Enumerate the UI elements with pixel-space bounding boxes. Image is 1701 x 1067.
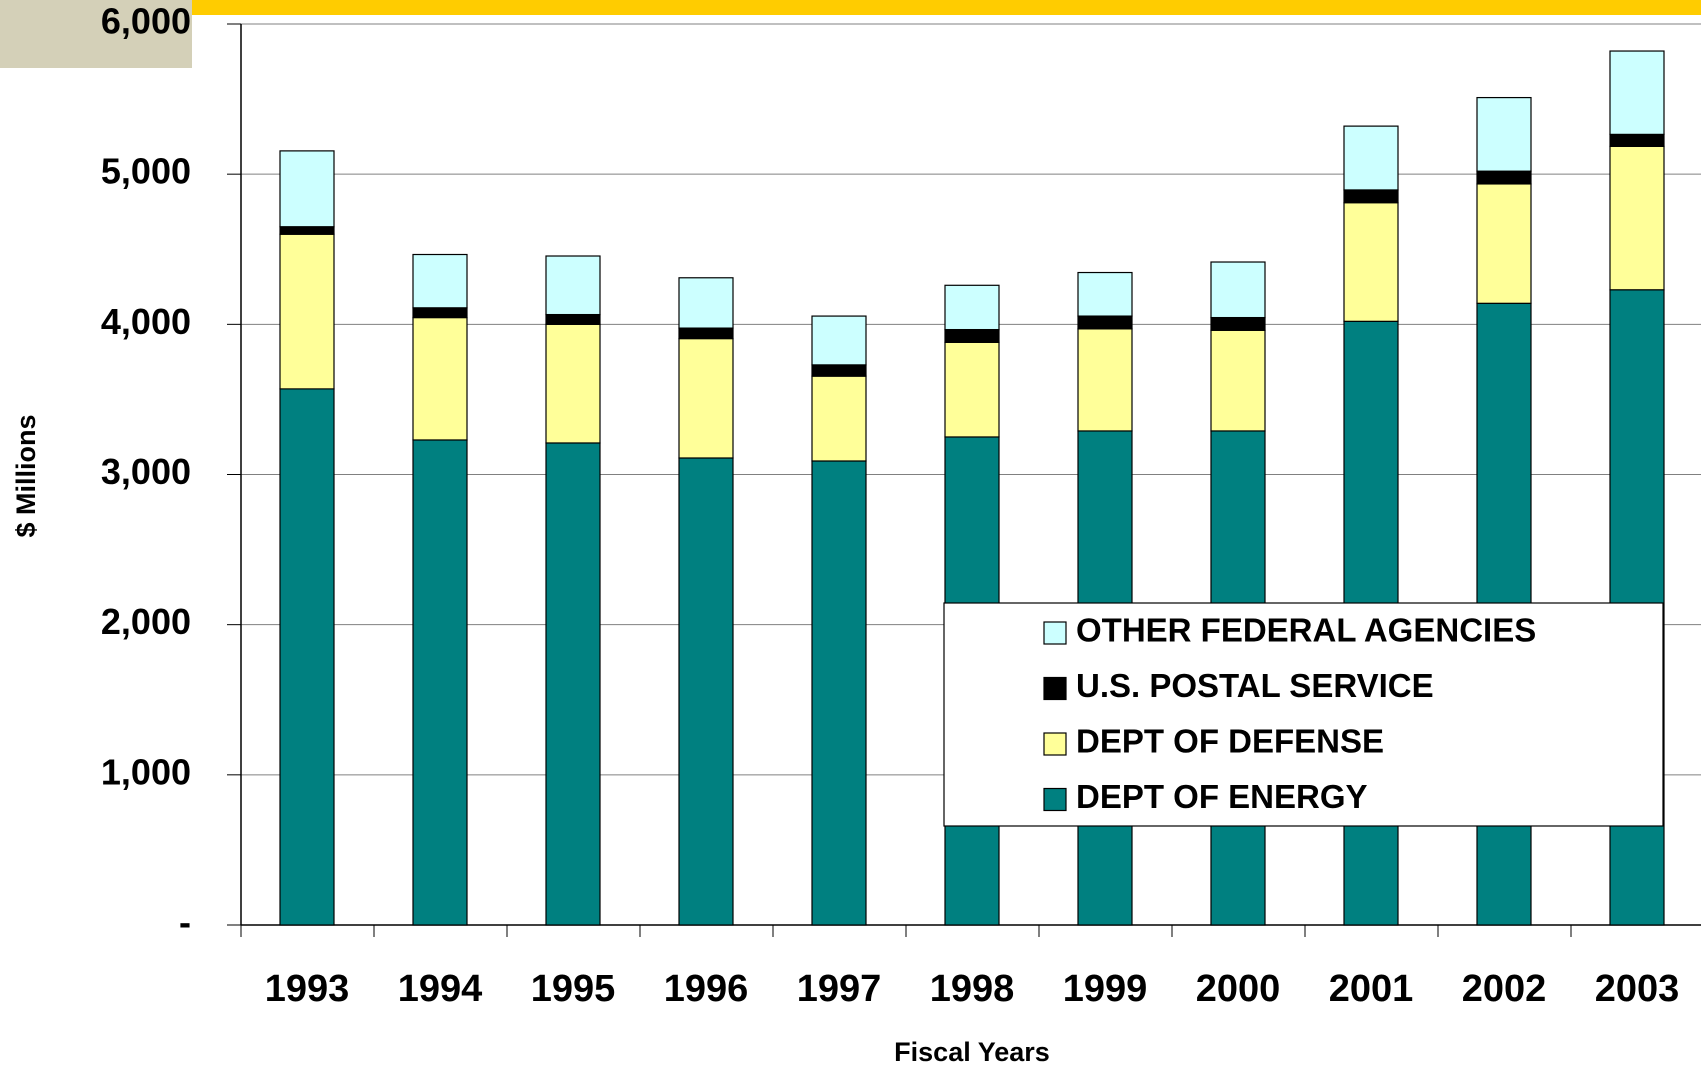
y-tick-label: 4,000 bbox=[101, 301, 191, 342]
x-tick-label: 1999 bbox=[1063, 968, 1148, 1010]
bar-segment bbox=[1077, 271, 1133, 317]
bar-segment bbox=[678, 337, 734, 459]
legend-label: DEPT OF ENERGY bbox=[1076, 778, 1368, 815]
x-tick-label: 2000 bbox=[1196, 968, 1281, 1010]
y-tick-label: 6,000 bbox=[101, 1, 191, 42]
y-tick-label: 5,000 bbox=[101, 151, 191, 192]
bar-segment bbox=[412, 253, 468, 309]
legend-swatch bbox=[1043, 621, 1067, 645]
bar-segment bbox=[811, 364, 867, 377]
legend-label: OTHER FEDERAL AGENCIES bbox=[1076, 612, 1536, 649]
x-tick-label: 1995 bbox=[531, 968, 616, 1010]
bar-segment bbox=[1077, 328, 1133, 432]
bar-segment bbox=[1609, 133, 1665, 147]
legend-label: DEPT OF DEFENSE bbox=[1076, 723, 1384, 760]
bar-segment bbox=[1609, 145, 1665, 291]
y-tick-label: 1,000 bbox=[101, 751, 191, 792]
x-tick-label: 1993 bbox=[265, 968, 350, 1010]
x-tick-label: 1996 bbox=[664, 968, 749, 1010]
bar-segment bbox=[279, 388, 335, 926]
bar-segment bbox=[1210, 316, 1266, 331]
bar-segment bbox=[1476, 170, 1532, 185]
bar-segment bbox=[545, 442, 601, 926]
bar-segment bbox=[1343, 125, 1399, 191]
x-tick-label: 2003 bbox=[1595, 968, 1680, 1010]
bar-segment bbox=[811, 375, 867, 462]
bar-segment bbox=[678, 327, 734, 340]
y-tick-label: 2,000 bbox=[101, 601, 191, 642]
bar-segment bbox=[678, 457, 734, 926]
x-axis-label: Fiscal Years bbox=[894, 1037, 1050, 1067]
bar-segment bbox=[678, 277, 734, 329]
header-bar bbox=[192, 0, 1701, 15]
bar-segment bbox=[944, 284, 1000, 331]
x-tick-label: 2002 bbox=[1462, 968, 1547, 1010]
x-tick-label: 1994 bbox=[398, 968, 483, 1010]
y-tick-label: 3,000 bbox=[101, 451, 191, 492]
bar-segment bbox=[1210, 329, 1266, 432]
bar-segment bbox=[811, 460, 867, 926]
bar-segment bbox=[1476, 96, 1532, 172]
bar-segment bbox=[944, 328, 1000, 343]
bar-segment bbox=[1609, 50, 1665, 135]
bar-segment bbox=[1343, 189, 1399, 204]
bar-segment bbox=[1210, 261, 1266, 319]
bar-segment bbox=[412, 316, 468, 441]
bar-segment bbox=[279, 226, 335, 235]
legend-swatch bbox=[1043, 732, 1067, 756]
legend-label: U.S. POSTAL SERVICE bbox=[1076, 667, 1434, 704]
bar-segment bbox=[545, 323, 601, 444]
x-tick-label: 1997 bbox=[797, 968, 882, 1010]
y-tick-label: - bbox=[179, 902, 191, 943]
bar-segment bbox=[545, 313, 601, 325]
bar-segment bbox=[811, 315, 867, 366]
bar-segment bbox=[545, 255, 601, 316]
bar-segment bbox=[1476, 183, 1532, 304]
bar-segment bbox=[412, 307, 468, 319]
x-tick-label: 1998 bbox=[930, 968, 1015, 1010]
corner-block bbox=[0, 0, 192, 68]
x-tick-label: 2001 bbox=[1329, 968, 1414, 1010]
bar-segment bbox=[279, 150, 335, 228]
bar-segment bbox=[412, 439, 468, 926]
y-axis-label: $ Millions bbox=[11, 414, 41, 537]
bar-segment bbox=[279, 233, 335, 390]
legend-swatch bbox=[1043, 787, 1067, 812]
bar-segment bbox=[1343, 202, 1399, 322]
legend-swatch bbox=[1043, 676, 1067, 701]
bar-segment bbox=[944, 341, 1000, 438]
bar-segment bbox=[1077, 315, 1133, 330]
